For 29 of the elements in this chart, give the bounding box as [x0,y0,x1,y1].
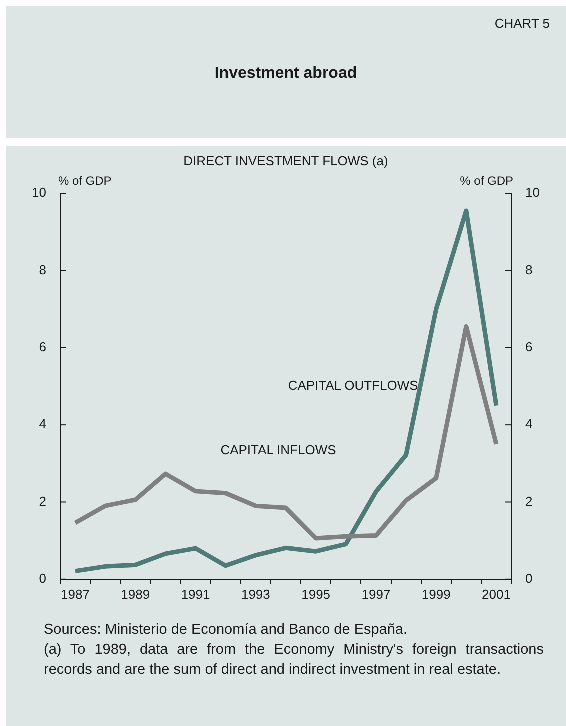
x-tick-label: 1987 [61,586,90,602]
y2-tick-label: 8 [526,262,533,278]
y-axis-title: % of GDP [58,174,112,188]
series-label: CAPITAL OUTFLOWS [288,378,419,394]
x-tick-label: 1997 [362,586,391,602]
text: (a) To 1989, data are from the Economy Ministry's foreign transactions records and are the sum of direct and indirect investment in real estate. [44,641,544,680]
y2-axis-title: % of GDP [460,174,514,188]
chart-title: Investment abroad [214,65,358,83]
y2-tick-label: 2 [526,494,533,509]
y-tick-label: 4 [39,416,46,432]
x-tick-label: 1995 [302,586,331,602]
y-tick-label: 8 [39,262,46,278]
y-tick-label: 0 [39,570,46,586]
y2-tick-label: 6 [526,340,533,354]
source-note: Sources: Ministerio de Economía and Banco de España. [44,621,409,640]
y-tick-label: 2 [39,494,46,509]
caption: CHART 5 [494,16,550,31]
text: CAPITAL INFLOWS [220,442,337,458]
y-tick-label: 6 [39,340,46,354]
x-tick-label: 1991 [181,586,210,602]
x-tick-label: 2001 [482,586,511,602]
chart-subtitle: DIRECT INVESTMENT FLOWS (a) [184,153,388,168]
y2-tick-label: 4 [526,416,533,432]
y2-tick-label: 0 [526,570,533,586]
y2-tick-label: 10 [526,185,540,200]
y-tick-label: 10 [32,185,46,200]
x-tick-label: 1999 [422,586,451,602]
x-tick-label: 1989 [121,586,150,602]
x-tick-label: 1993 [241,586,270,602]
